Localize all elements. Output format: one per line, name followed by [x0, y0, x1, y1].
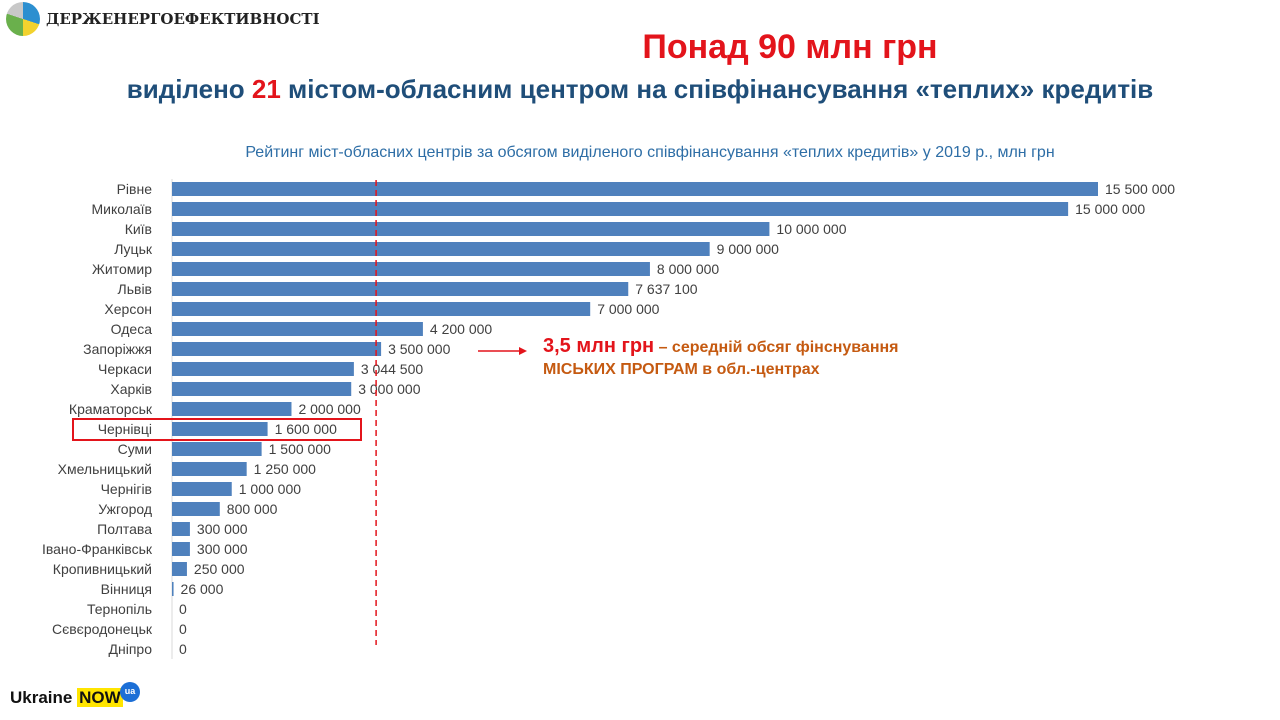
category-label: Миколаїв: [91, 201, 152, 217]
page-subtitle: виділено 21 містом-обласним центром на с…: [0, 74, 1280, 105]
bar: [172, 582, 174, 596]
category-label: Чернігів: [101, 481, 152, 497]
category-label: Київ: [125, 221, 152, 237]
bar: [172, 442, 262, 456]
data-label: 10 000 000: [776, 221, 846, 237]
category-label: Дніпро: [109, 641, 153, 657]
category-label: Харків: [110, 381, 152, 397]
arrow-head-icon: [519, 347, 527, 355]
category-label: Кропивницький: [53, 561, 152, 577]
bar: [172, 342, 382, 356]
data-label: 7 000 000: [597, 301, 659, 317]
page-title: Понад 90 млн грн: [642, 28, 938, 66]
data-label: 8 000 000: [657, 261, 719, 277]
logo-ua: ua: [120, 682, 140, 702]
data-label: 800 000: [227, 501, 278, 517]
data-label: 3 044 500: [361, 361, 423, 377]
ukraine-now-logo: Ukraine NOW ua: [10, 682, 140, 708]
bar: [172, 222, 770, 236]
bar: [172, 362, 354, 376]
bar: [172, 382, 352, 396]
bar: [172, 502, 220, 516]
category-label: Львів: [118, 281, 152, 297]
data-label: 0: [179, 601, 187, 617]
annotation-rest: – середній обсяг фінснування: [654, 339, 899, 356]
category-label: Сєвєродонецьк: [52, 621, 153, 637]
category-label: Суми: [118, 441, 152, 457]
category-label: Івано-Франківськ: [42, 541, 153, 557]
subtitle-post: містом-обласним центром на співфінансува…: [280, 74, 1154, 104]
data-label: 4 200 000: [430, 321, 492, 337]
data-label: 300 000: [197, 521, 248, 537]
data-label: 1 600 000: [275, 421, 337, 437]
bar: [172, 422, 268, 436]
bar: [172, 482, 232, 496]
category-label: Одеса: [111, 321, 153, 337]
category-label: Чернівці: [98, 421, 152, 437]
category-label: Тернопіль: [87, 601, 152, 617]
bar: [172, 242, 710, 256]
category-label: Черкаси: [98, 361, 152, 377]
category-label: Херсон: [104, 301, 152, 317]
logo-now: NOW: [77, 688, 123, 707]
average-annotation: 3,5 млн грн – середній обсяг фінснування…: [543, 335, 898, 381]
data-label: 1 250 000: [254, 461, 316, 477]
annotation-line2: МІСЬКИХ ПРОГРАМ в обл.-центрах: [543, 361, 820, 378]
bar: [172, 202, 1069, 216]
data-label: 9 000 000: [717, 241, 779, 257]
bar: [172, 522, 190, 536]
logo-icon: [6, 2, 40, 36]
category-label: Запоріжжя: [83, 341, 152, 357]
bar: [172, 302, 591, 316]
subtitle-number: 21: [251, 74, 281, 104]
bar: [172, 542, 190, 556]
data-label: 1 500 000: [269, 441, 331, 457]
category-label: Хмельницький: [58, 461, 152, 477]
data-label: 26 000: [181, 581, 224, 597]
highlight-box: [72, 418, 362, 441]
data-label: 2 000 000: [298, 401, 360, 417]
bar: [172, 402, 292, 416]
data-label: 15 500 000: [1105, 181, 1175, 197]
data-label: 0: [179, 641, 187, 657]
agency-logo: ДЕРЖЕНЕРГОЕФЕКТИВНОСТІ: [6, 2, 320, 36]
data-label: 1 000 000: [239, 481, 301, 497]
bar: [172, 322, 423, 336]
subtitle-pre: виділено: [126, 74, 252, 104]
data-label: 3 000 000: [358, 381, 420, 397]
bar: [172, 262, 650, 276]
data-label: 0: [179, 621, 187, 637]
category-label: Ужгород: [98, 501, 152, 517]
category-label: Полтава: [97, 521, 152, 537]
data-label: 300 000: [197, 541, 248, 557]
annotation-highlight: 3,5 млн грн: [543, 335, 655, 357]
bar: [172, 562, 187, 576]
category-label: Краматорськ: [69, 401, 153, 417]
category-label: Луцьк: [114, 241, 153, 257]
bar: [172, 182, 1098, 196]
data-label: 250 000: [194, 561, 245, 577]
data-label: 7 637 100: [635, 281, 697, 297]
category-label: Житомир: [92, 261, 152, 277]
data-label: 3 500 000: [388, 341, 450, 357]
chart-title: Рейтинг міст-обласних центрів за обсягом…: [245, 144, 1055, 161]
bar: [172, 282, 629, 296]
bar: [172, 462, 247, 476]
data-label: 15 000 000: [1075, 201, 1145, 217]
logo-text: ДЕРЖЕНЕРГОЕФЕКТИВНОСТІ: [46, 10, 320, 28]
logo-ukraine: Ukraine: [10, 688, 73, 707]
category-label: Рівне: [117, 181, 153, 197]
category-label: Вінниця: [101, 581, 152, 597]
